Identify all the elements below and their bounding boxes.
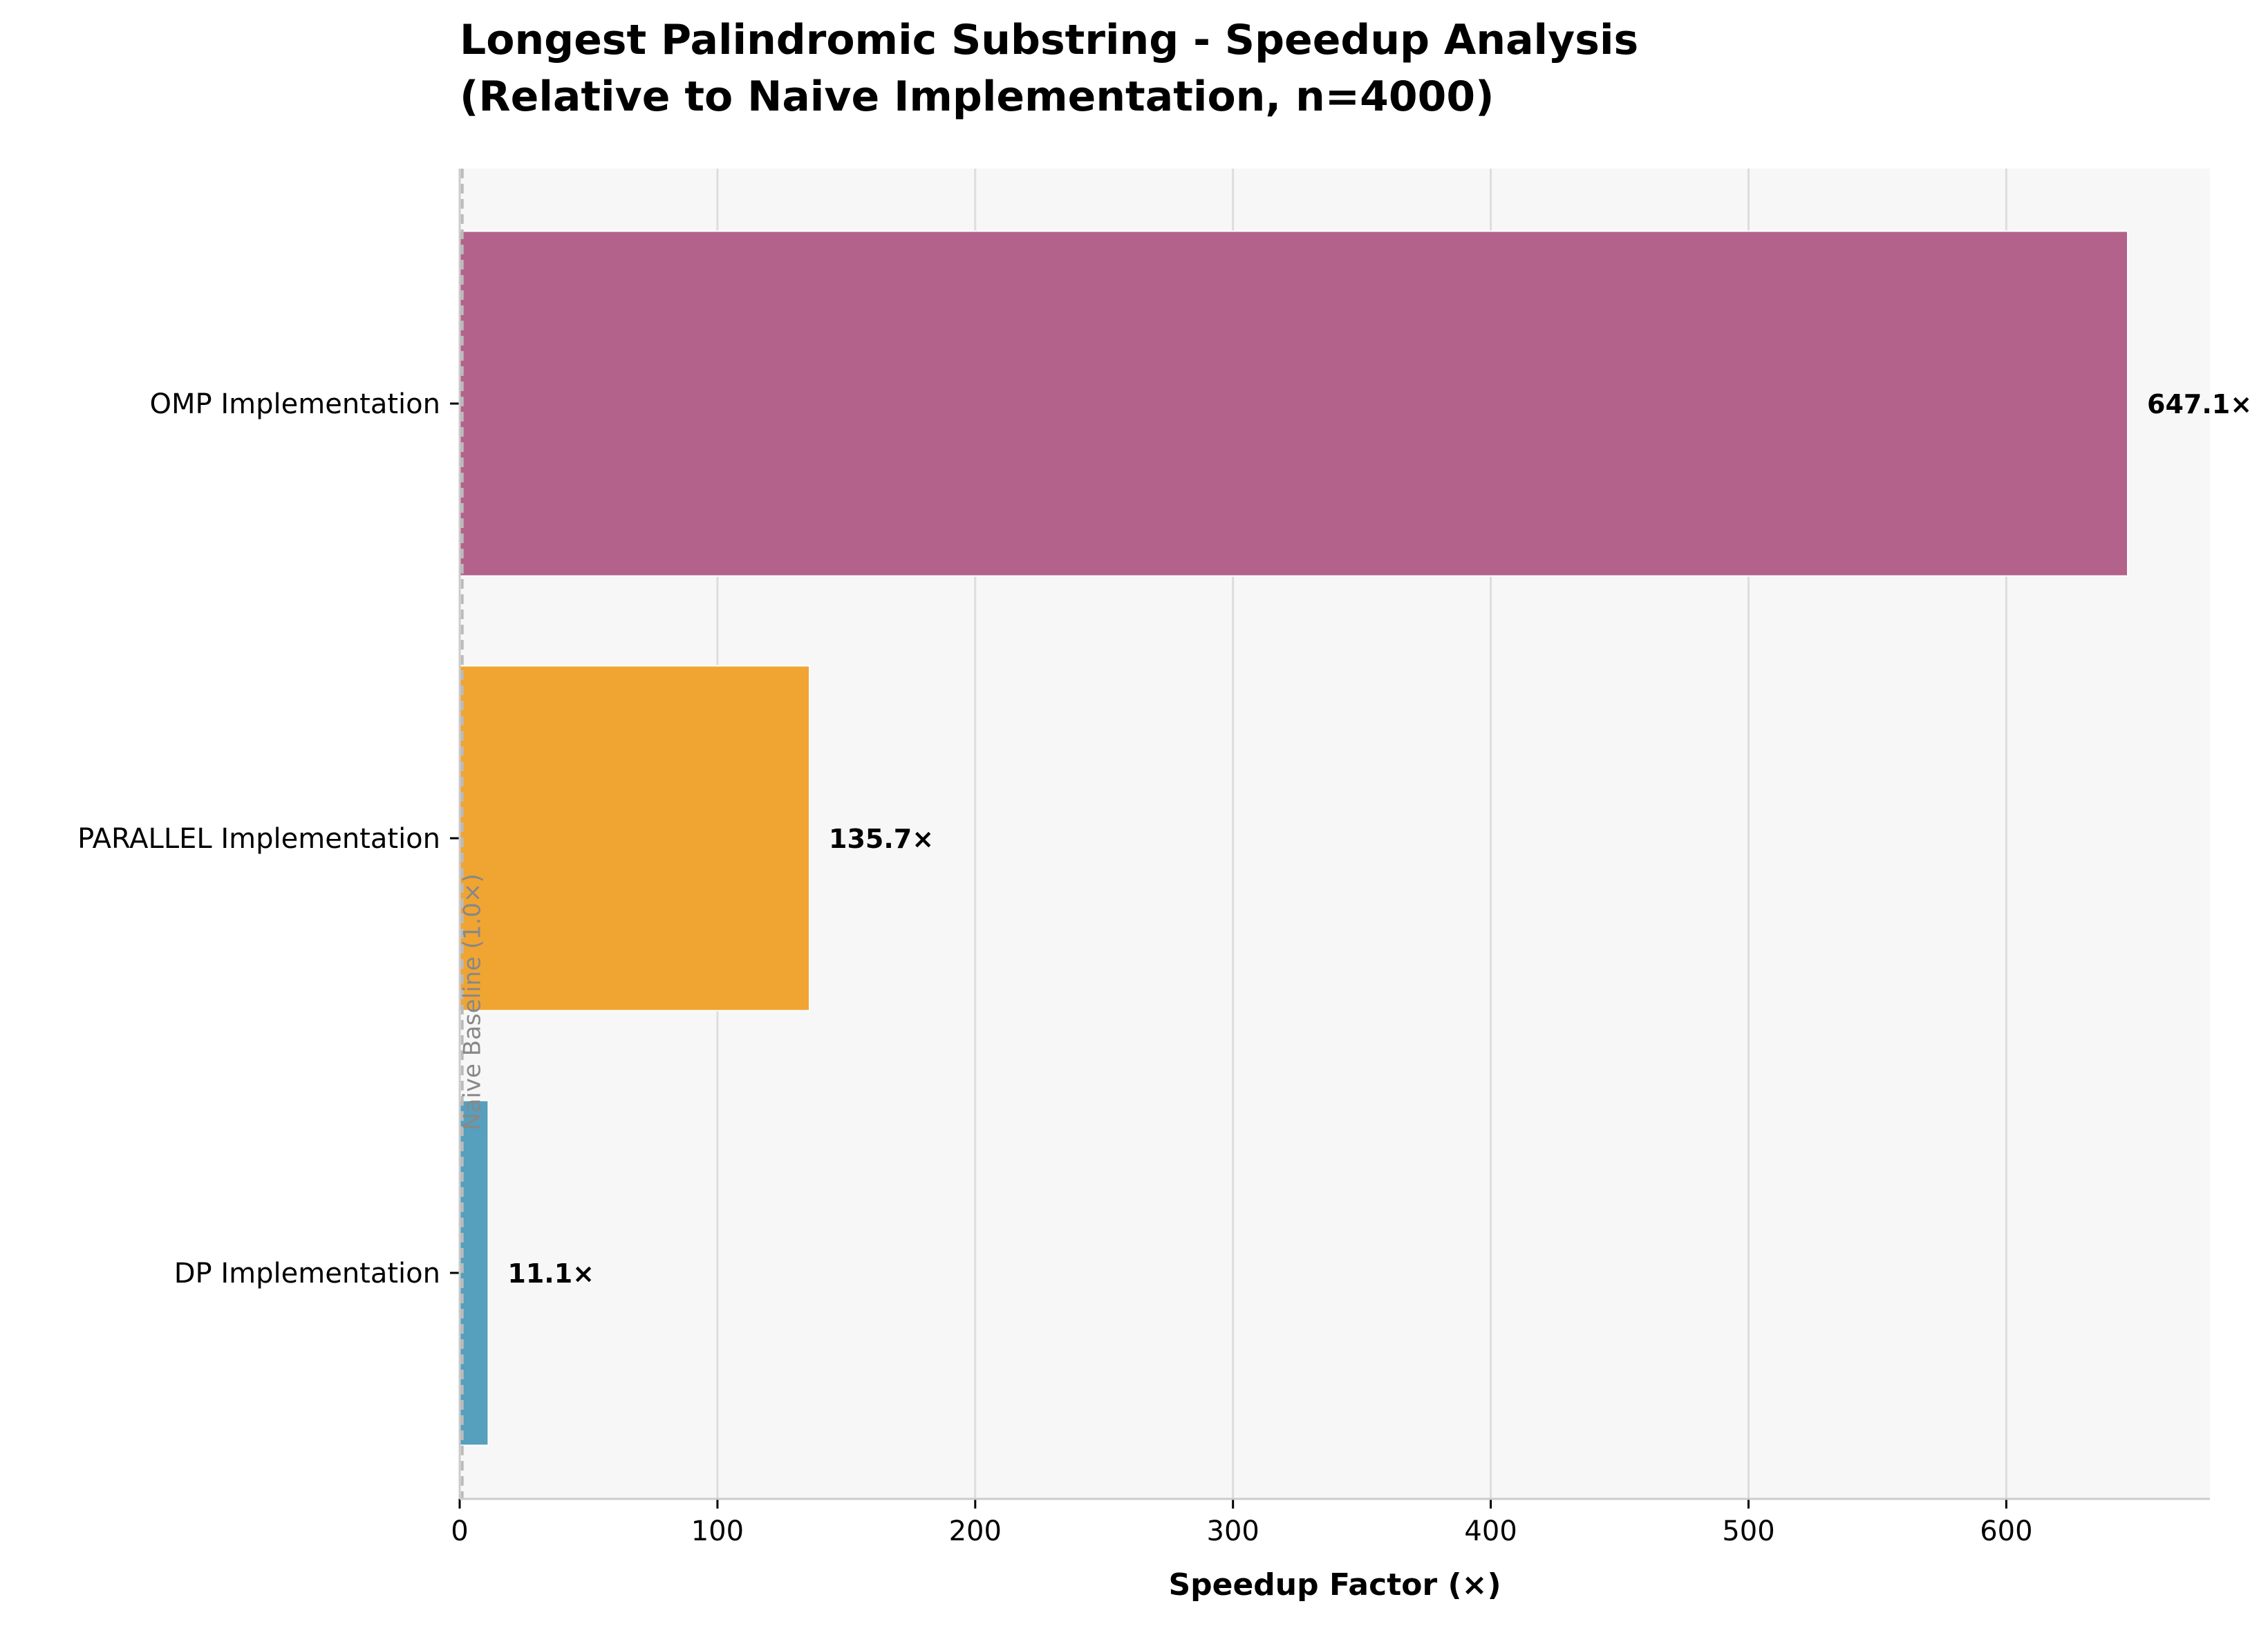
x-tick-label: 300: [1207, 1515, 1259, 1547]
x-tick-label: 0: [451, 1515, 468, 1547]
baseline-label: Naive Baseline (1.0×): [459, 873, 487, 1131]
bar-value-label: 11.1×: [507, 1258, 594, 1289]
chart-title-line-2: (Relative to Naive Implementation, n=400…: [460, 73, 1494, 121]
x-tick-label: 100: [691, 1515, 744, 1547]
x-tick-label: 400: [1464, 1515, 1517, 1547]
x-tick-label: 600: [1980, 1515, 2032, 1547]
chart-title-line-1: Longest Palindromic Substring - Speedup …: [460, 16, 1638, 64]
x-tick-label: 500: [1722, 1515, 1774, 1547]
y-tick-label: PARALLEL Implementation: [77, 823, 440, 855]
bar-value-label: 135.7×: [829, 824, 934, 854]
y-tick-label: DP Implementation: [174, 1258, 440, 1289]
y-tick-label: OMP Implementation: [150, 388, 440, 420]
bar-dp: [459, 1099, 489, 1446]
bar-value-label: 647.1×: [2147, 389, 2252, 419]
x-axis-label: Speedup Factor (×): [1168, 1567, 1501, 1603]
x-tick-label: 200: [949, 1515, 1002, 1547]
bar-parallel: [459, 665, 811, 1012]
bar-omp: [459, 230, 2129, 577]
